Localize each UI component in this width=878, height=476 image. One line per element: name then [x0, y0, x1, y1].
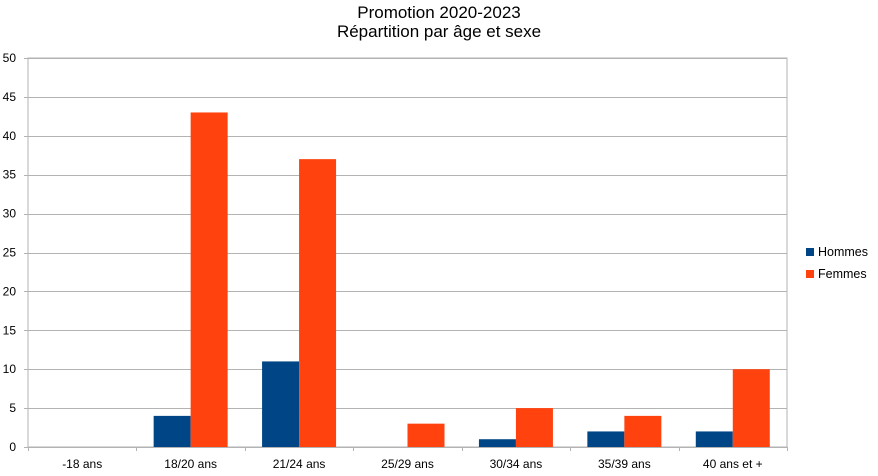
bar-femmes-5 — [624, 415, 662, 447]
bar-hommes-5 — [587, 431, 625, 447]
bar-hommes-2 — [262, 361, 300, 447]
y-tick-label: 5 — [9, 401, 16, 415]
y-tick-label: 30 — [3, 207, 17, 221]
chart-legend: Hommes Femmes — [806, 241, 868, 285]
y-tick-label: 40 — [3, 129, 17, 143]
y-tick-label: 10 — [3, 362, 17, 376]
x-category-label: 21/24 ans — [273, 457, 326, 471]
legend-label-hommes: Hommes — [818, 245, 869, 259]
x-category-label: 40 ans et + — [703, 457, 763, 471]
x-category-label: 30/34 ans — [490, 457, 543, 471]
y-tick-label: 50 — [3, 51, 17, 65]
y-tick-label: 20 — [3, 284, 17, 298]
chart-title: Promotion 2020-2023 — [357, 3, 521, 22]
plot-area — [27, 57, 788, 448]
legend-item-hommes: Hommes — [806, 241, 868, 263]
bar-femmes-4 — [515, 408, 553, 447]
x-category-label: 18/20 ans — [164, 457, 217, 471]
bar-hommes-6 — [695, 431, 733, 447]
bar-hommes-4 — [478, 439, 516, 447]
legend-swatch-hommes — [806, 248, 814, 256]
bar-femmes-6 — [732, 369, 770, 447]
bar-hommes-1 — [153, 415, 191, 447]
legend-swatch-femmes — [806, 270, 814, 278]
chart-subtitle: Répartition par âge et sexe — [336, 22, 542, 41]
y-tick-label: 0 — [9, 440, 16, 454]
bar-femmes-2 — [299, 159, 337, 447]
bar-femmes-1 — [190, 112, 228, 448]
legend-item-femmes: Femmes — [806, 263, 868, 285]
y-tick-label: 25 — [3, 246, 17, 260]
x-category-label: -18 ans — [62, 457, 102, 471]
x-category-label: 35/39 ans — [598, 457, 651, 471]
y-tick-label: 45 — [3, 90, 17, 104]
bar-femmes-3 — [407, 423, 445, 447]
legend-label-femmes: Femmes — [818, 267, 867, 281]
y-tick-label: 35 — [3, 168, 17, 182]
x-category-label: 25/29 ans — [381, 457, 434, 471]
y-tick-label: 15 — [3, 323, 17, 337]
